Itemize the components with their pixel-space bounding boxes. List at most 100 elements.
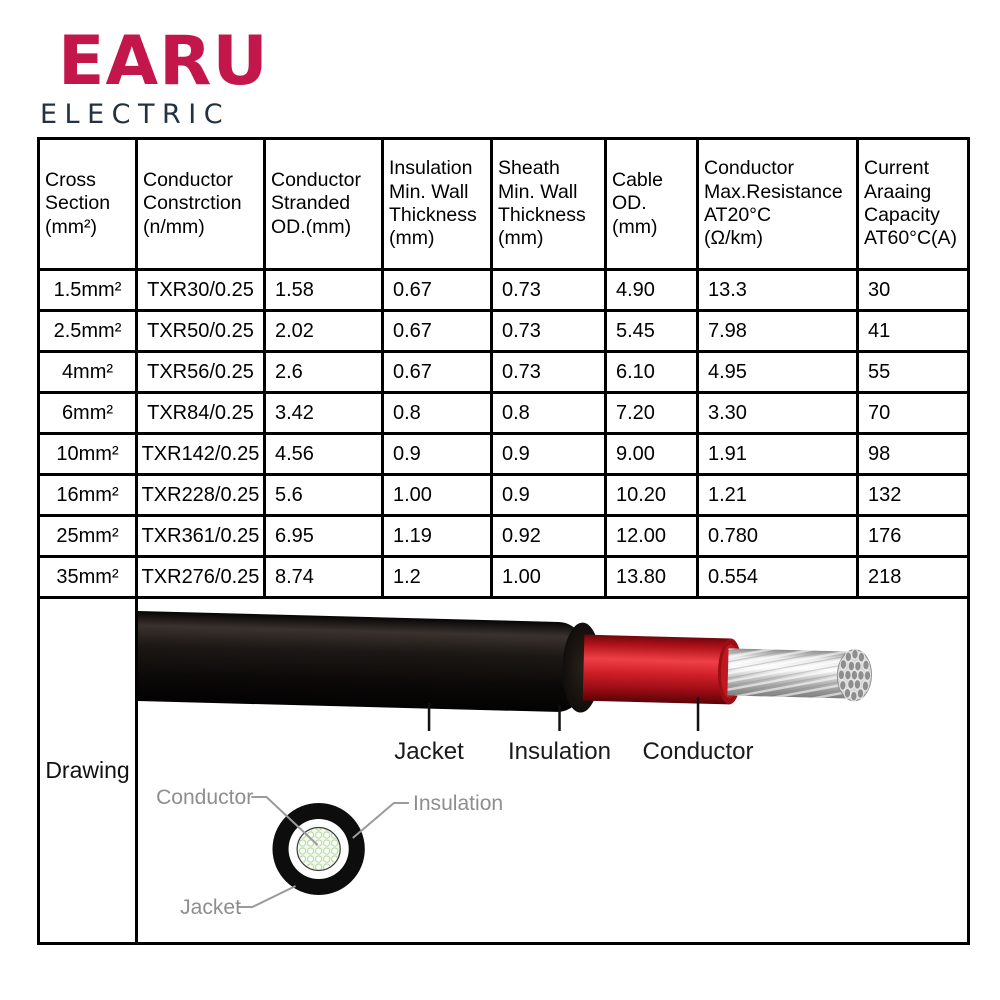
table-cell: TXR56/0.25 — [135, 350, 266, 394]
table-cell: 25mm² — [37, 514, 138, 558]
table-cell: 0.67 — [381, 350, 493, 394]
table-cell: 10mm² — [37, 432, 138, 476]
cs-insulation-label: Insulation — [413, 792, 503, 815]
table-cell: 1.21 — [696, 473, 859, 517]
col-header-current-capacity: Current Araaing Capacity AT60°C(A) — [856, 137, 970, 271]
header-row: Cross Section (mm²) Conductor Constrctio… — [37, 137, 970, 271]
table-cell: 4.95 — [696, 350, 859, 394]
cs-jacket-label: Jacket — [180, 896, 241, 919]
table-cell: 6mm² — [37, 391, 138, 435]
conductor-end-strands — [837, 648, 872, 702]
col-header-conductor-resistance: Conductor Max.Resistance AT20°C (Ω/km) — [696, 137, 859, 271]
table-cell: 4.90 — [604, 268, 699, 312]
cs-insulation-leader — [352, 802, 409, 839]
insulation-graphic — [582, 634, 731, 705]
col-header-cross-section: Cross Section (mm²) — [37, 137, 138, 271]
drawing-row: Drawing — [37, 596, 970, 945]
table-cell: 41 — [856, 309, 970, 353]
cs-conductor-leader — [251, 796, 319, 846]
table-cell: 55 — [856, 350, 970, 394]
table-cell: 35mm² — [37, 555, 138, 599]
table-row: 35mm² TXR276/0.25 8.74 1.2 1.00 13.80 0.… — [37, 555, 970, 599]
drawing-row-label: Drawing — [37, 596, 138, 945]
spec-table: Cross Section (mm²) Conductor Constrctio… — [37, 137, 970, 945]
table-cell: 13.80 — [604, 555, 699, 599]
table-cell: TXR276/0.25 — [135, 555, 266, 599]
table-cell: 4.56 — [263, 432, 384, 476]
table-cell: 0.67 — [381, 268, 493, 312]
table-cell: 8.74 — [263, 555, 384, 599]
jacket-graphic — [138, 610, 585, 712]
table-cell: 7.98 — [696, 309, 859, 353]
table-cell: 12.00 — [604, 514, 699, 558]
table-cell: 1.91 — [696, 432, 859, 476]
table-cell: 0.73 — [490, 309, 607, 353]
cable-drawing: Jacket Insulation Conductor Condu — [138, 610, 872, 919]
drawing-cell: Jacket Insulation Conductor Condu — [135, 596, 970, 945]
table-cell: 0.73 — [490, 268, 607, 312]
conductor-strand-texture — [727, 648, 856, 699]
table-cell: TXR142/0.25 — [135, 432, 266, 476]
table-cell: 1.19 — [381, 514, 493, 558]
table-cell: 132 — [856, 473, 970, 517]
table-cell: TXR30/0.25 — [135, 268, 266, 312]
table-cell: TXR361/0.25 — [135, 514, 266, 558]
table-cell: TXR84/0.25 — [135, 391, 266, 435]
table-cell: 7.20 — [604, 391, 699, 435]
table-cell: TXR228/0.25 — [135, 473, 266, 517]
table-cell: 3.30 — [696, 391, 859, 435]
table-cell: 6.95 — [263, 514, 384, 558]
table-cell: 0.554 — [696, 555, 859, 599]
table-cell: 2.6 — [263, 350, 384, 394]
table-row: 1.5mm² TXR30/0.25 1.58 0.67 0.73 4.90 13… — [37, 268, 970, 312]
col-header-insulation-thickness: Insulation Min. Wall Thickness (mm) — [381, 137, 493, 271]
cs-conductor-label: Conductor — [156, 786, 253, 809]
table-cell: 0.9 — [381, 432, 493, 476]
table-cell: 0.780 — [696, 514, 859, 558]
table-cell: 1.00 — [381, 473, 493, 517]
col-header-sheath-thickness: Sheath Min. Wall Thickness (mm) — [490, 137, 607, 271]
insulation-label: Insulation — [508, 738, 611, 765]
conductor-label: Conductor — [642, 738, 753, 765]
table-cell: 2.02 — [263, 309, 384, 353]
table-cell: 218 — [856, 555, 970, 599]
table-cell: 0.9 — [490, 473, 607, 517]
table-cell: 4mm² — [37, 350, 138, 394]
table-cell: 1.00 — [490, 555, 607, 599]
table-cell: TXR50/0.25 — [135, 309, 266, 353]
table-cell: 2.5mm² — [37, 309, 138, 353]
table-row: 6mm² TXR84/0.25 3.42 0.8 0.8 7.20 3.30 7… — [37, 391, 970, 435]
table-row: 16mm² TXR228/0.25 5.6 1.00 0.9 10.20 1.2… — [37, 473, 970, 517]
cross-section-diagram: Conductor Insulation Jacket — [156, 786, 503, 919]
brand-subtitle: ELECTRIC — [40, 99, 231, 130]
brand-logo: EARU ELECTRIC — [40, 22, 269, 130]
table-cell: 98 — [856, 432, 970, 476]
cross-section-strand-pattern — [298, 828, 340, 870]
cable-photo — [138, 610, 872, 713]
table-cell: 0.8 — [490, 391, 607, 435]
table-cell: 6.10 — [604, 350, 699, 394]
table-cell: 1.2 — [381, 555, 493, 599]
brand-name: EARU — [58, 22, 269, 101]
table-cell: 5.45 — [604, 309, 699, 353]
table-cell: 0.8 — [381, 391, 493, 435]
table-cell: 70 — [856, 391, 970, 435]
table-cell: 5.6 — [263, 473, 384, 517]
table-cell: 0.9 — [490, 432, 607, 476]
table-cell: 1.58 — [263, 268, 384, 312]
table-cell: 3.42 — [263, 391, 384, 435]
table-cell: 0.73 — [490, 350, 607, 394]
col-header-conductor-stranded-od: Conductor Stranded OD.(mm) — [263, 137, 384, 271]
table-cell: 10.20 — [604, 473, 699, 517]
col-header-cable-od: Cable OD. (mm) — [604, 137, 699, 271]
table-row: 10mm² TXR142/0.25 4.56 0.9 0.9 9.00 1.91… — [37, 432, 970, 476]
table-row: 25mm² TXR361/0.25 6.95 1.19 0.92 12.00 0… — [37, 514, 970, 558]
table-cell: 176 — [856, 514, 970, 558]
table-cell: 30 — [856, 268, 970, 312]
cs-jacket-leader — [237, 885, 297, 908]
table-row: 4mm² TXR56/0.25 2.6 0.67 0.73 6.10 4.95 … — [37, 350, 970, 394]
col-header-conductor-construction: Conductor Constrction (n/mm) — [135, 137, 266, 271]
table-row: 2.5mm² TXR50/0.25 2.02 0.67 0.73 5.45 7.… — [37, 309, 970, 353]
table-cell: 16mm² — [37, 473, 138, 517]
